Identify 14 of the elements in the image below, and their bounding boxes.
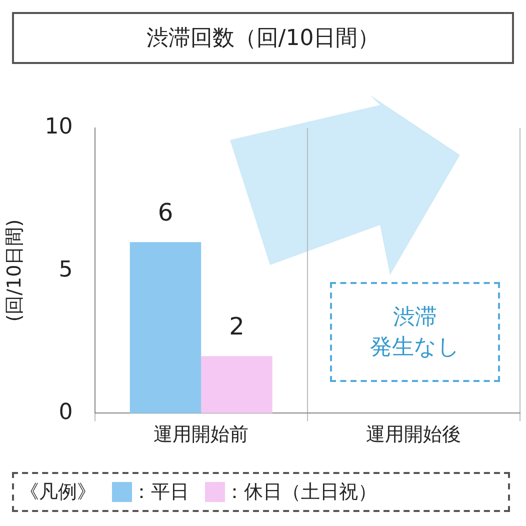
x-tick-label: 運用開始前: [154, 424, 249, 446]
data-label: 6: [158, 198, 174, 226]
annotation: 渋滞: [393, 304, 437, 332]
legend-label: ：休日（土日祝）: [225, 480, 377, 505]
y-tick-label: 5: [58, 257, 73, 282]
y-tick-label: 10: [44, 114, 73, 140]
legend-label: ：平日: [132, 480, 189, 505]
annotation: 発生なし: [370, 334, 460, 362]
y-tick-label: 0: [58, 400, 73, 425]
chart-title: 渋滞回数（回/10日間）: [12, 12, 514, 64]
data-label: 2: [229, 312, 244, 340]
x-tick-label: 運用開始後: [366, 424, 462, 446]
y-axis-title: (回/10日間): [3, 219, 26, 322]
legend-title: 《凡例》: [20, 480, 96, 505]
